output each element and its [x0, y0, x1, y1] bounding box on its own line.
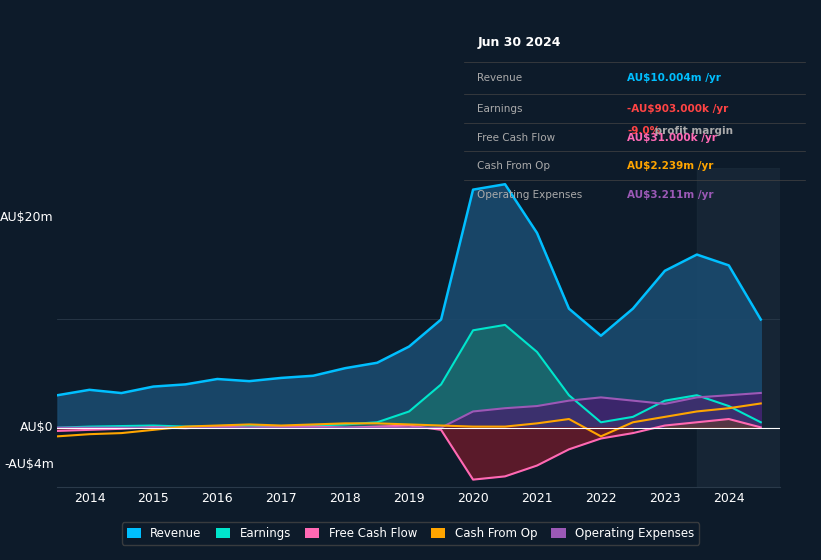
Text: -9.0%: -9.0% [627, 125, 661, 136]
Text: Operating Expenses: Operating Expenses [478, 190, 583, 200]
Text: AU$20m: AU$20m [0, 211, 54, 225]
Text: Cash From Op: Cash From Op [478, 161, 551, 171]
Text: -AU$4m: -AU$4m [4, 458, 54, 471]
Text: Revenue: Revenue [478, 73, 523, 83]
Text: Earnings: Earnings [478, 104, 523, 114]
Text: AU$10.004m /yr: AU$10.004m /yr [627, 73, 722, 83]
Text: AU$0: AU$0 [21, 421, 54, 434]
Text: Free Cash Flow: Free Cash Flow [478, 133, 556, 143]
Text: AU$3.211m /yr: AU$3.211m /yr [627, 190, 714, 200]
Text: profit margin: profit margin [651, 125, 733, 136]
Text: -AU$903.000k /yr: -AU$903.000k /yr [627, 104, 729, 114]
Text: Jun 30 2024: Jun 30 2024 [478, 36, 561, 49]
Text: AU$31.000k /yr: AU$31.000k /yr [627, 133, 718, 143]
Bar [697, 168, 780, 487]
Text: AU$2.239m /yr: AU$2.239m /yr [627, 161, 713, 171]
Legend: Revenue, Earnings, Free Cash Flow, Cash From Op, Operating Expenses: Revenue, Earnings, Free Cash Flow, Cash … [122, 522, 699, 545]
